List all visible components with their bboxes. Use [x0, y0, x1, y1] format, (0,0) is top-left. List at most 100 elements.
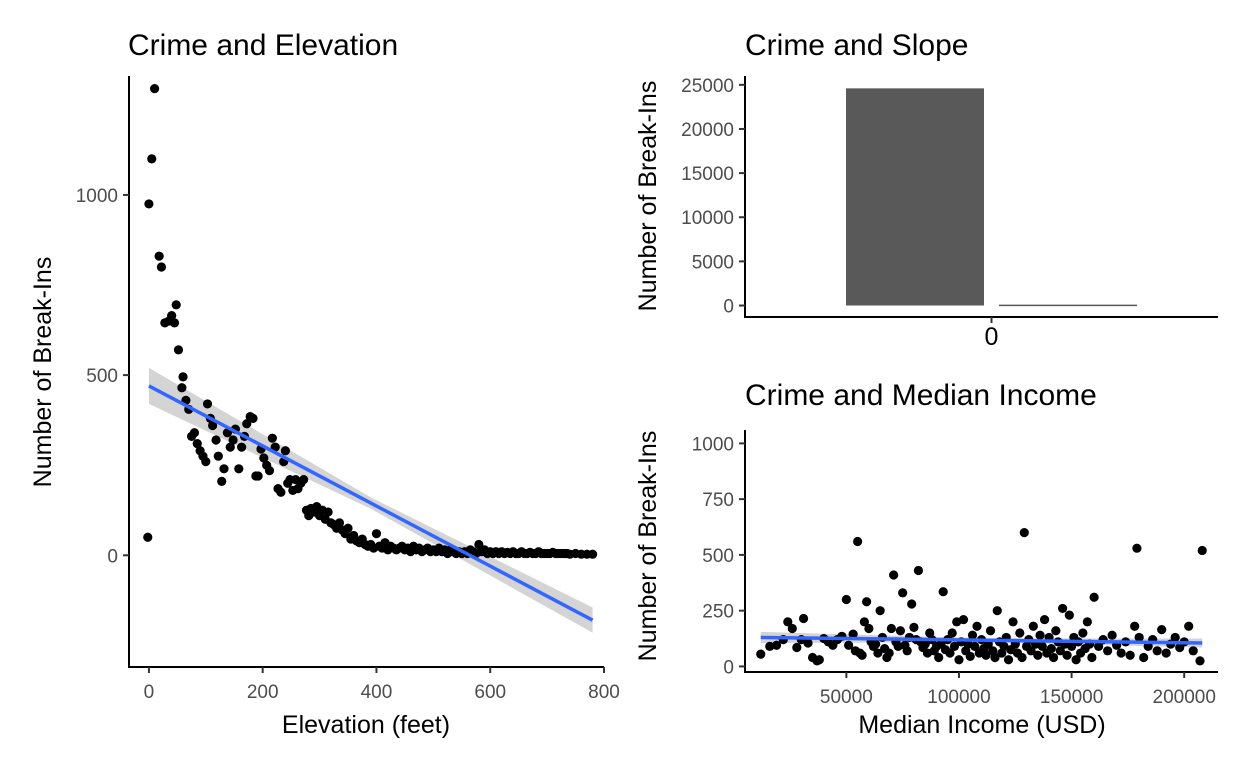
income-y-ticks: 0 250 500 750 1000	[692, 434, 745, 678]
data-point	[1197, 545, 1207, 556]
y-tick-label: 1000	[692, 434, 734, 455]
data-point	[1125, 650, 1135, 660]
data-point	[248, 413, 258, 423]
data-point	[1161, 648, 1171, 658]
data-point	[990, 652, 1000, 663]
data-point	[1152, 646, 1162, 656]
slope-bars	[846, 88, 1137, 307]
data-point	[1071, 655, 1081, 665]
income-x-ticks: 50000 100000 150000 200000	[820, 672, 1216, 708]
trend-line	[760, 635, 1203, 645]
income-y-axis-label: Number of Break-Ins	[634, 431, 662, 662]
data-point	[371, 529, 382, 539]
data-point	[947, 628, 957, 638]
elevation-chart-title: Crime and Elevation	[128, 29, 398, 62]
data-point	[178, 372, 188, 382]
data-point	[217, 476, 227, 487]
data-point	[253, 471, 263, 481]
data-point	[954, 655, 964, 665]
elevation-x-axis-label: Elevation (feet)	[282, 711, 450, 739]
data-point	[1134, 632, 1144, 643]
data-point	[144, 199, 154, 209]
data-point	[1057, 603, 1068, 614]
data-point	[1051, 626, 1061, 636]
data-point	[1039, 614, 1050, 625]
data-point	[985, 626, 996, 636]
y-tick-label: 250	[702, 602, 734, 623]
data-point	[1107, 630, 1117, 640]
data-point	[884, 648, 894, 658]
data-point	[907, 599, 917, 609]
data-point	[902, 646, 912, 656]
data-point	[841, 594, 851, 605]
slope-chart-title: Crime and Slope	[745, 29, 968, 62]
data-point	[167, 311, 177, 321]
data-point	[798, 613, 809, 624]
x-tick-label: 200000	[1153, 687, 1216, 708]
data-point	[844, 640, 854, 650]
data-point	[949, 641, 960, 651]
data-point	[853, 536, 863, 547]
data-point	[783, 617, 793, 627]
y-tick-label: 5000	[692, 252, 734, 273]
data-point	[1017, 652, 1027, 663]
data-point	[814, 655, 824, 665]
data-point	[1188, 646, 1198, 656]
data-point	[211, 435, 221, 445]
data-point	[1048, 652, 1059, 663]
data-point	[898, 588, 908, 598]
data-point	[1035, 630, 1045, 640]
elevation-x-ticks: 0 200 400 600 800	[144, 667, 620, 703]
data-point	[1055, 646, 1065, 656]
data-point	[1062, 650, 1072, 660]
data-point	[1008, 617, 1018, 627]
y-tick-label: 0	[723, 297, 734, 318]
data-point	[1089, 592, 1099, 602]
data-point	[1139, 652, 1149, 663]
data-point	[1028, 621, 1038, 631]
data-point	[1046, 643, 1056, 654]
data-point	[1103, 646, 1113, 656]
data-point	[237, 442, 247, 452]
data-point	[1033, 650, 1043, 660]
x-tick-label: 0	[144, 682, 155, 703]
data-point	[259, 453, 269, 463]
income-x-axis-label: Median Income (USD)	[858, 711, 1105, 739]
elevation-panel: Crime and Elevation 0 500 1000 0 200 400 600 8…	[29, 29, 620, 739]
income-trend-group	[760, 635, 1203, 645]
data-point	[208, 420, 218, 431]
x-tick-label: 200	[247, 682, 279, 703]
y-tick-label: 0	[723, 657, 734, 678]
y-tick-label: 0	[107, 546, 118, 567]
data-point	[201, 456, 211, 467]
y-tick-label: 750	[702, 490, 734, 511]
data-point	[264, 466, 275, 476]
data-point	[913, 565, 924, 576]
x-tick-label: 800	[588, 682, 620, 703]
data-point	[909, 622, 919, 632]
data-point	[1019, 527, 1029, 538]
data-point	[1037, 641, 1047, 651]
data-point	[276, 487, 286, 497]
x-tick-label: 600	[474, 682, 506, 703]
y-tick-label: 20000	[681, 120, 734, 141]
data-point	[334, 518, 345, 528]
data-point	[945, 648, 955, 658]
x-tick-label: 150000	[1040, 687, 1103, 708]
x-category-label: 0	[985, 323, 999, 351]
data-point	[1157, 625, 1167, 635]
confidence-band	[148, 367, 593, 633]
data-point	[323, 507, 333, 517]
data-point	[1184, 621, 1194, 631]
elevation-y-ticks: 0 500 1000	[76, 186, 129, 567]
data-point	[1087, 652, 1097, 663]
data-point	[189, 428, 200, 438]
data-point	[1170, 632, 1180, 643]
data-point	[343, 523, 353, 533]
data-point	[1195, 656, 1205, 666]
data-point	[225, 442, 235, 452]
data-point	[857, 650, 867, 660]
elevation-y-axis-label: Number of Break-Ins	[29, 257, 57, 488]
data-point	[1064, 610, 1074, 620]
data-point	[873, 648, 883, 658]
